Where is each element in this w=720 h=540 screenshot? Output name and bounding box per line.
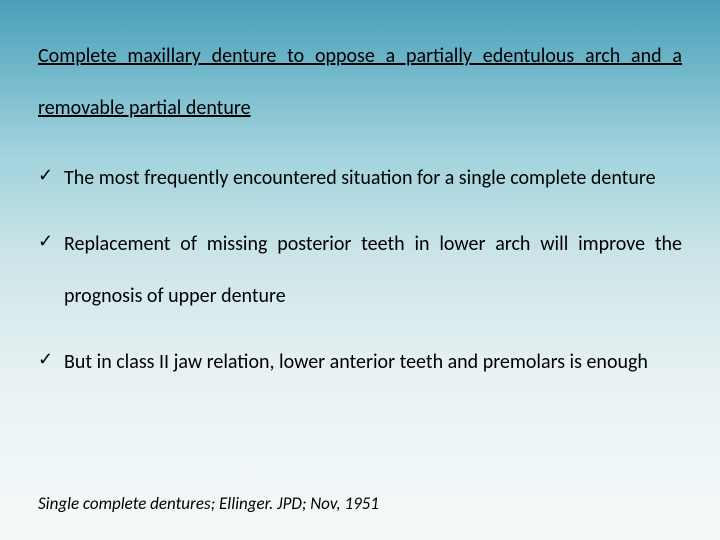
slide-title: Complete maxillary denture to oppose a p…: [38, 30, 682, 134]
citation-text: Single complete dentures; Ellinger. JPD;…: [38, 493, 379, 514]
bullet-list: The most frequently encountered situatio…: [38, 152, 682, 388]
bullet-item: The most frequently encountered situatio…: [38, 152, 682, 204]
slide-container: Complete maxillary denture to oppose a p…: [0, 0, 720, 540]
bullet-item: Replacement of missing posterior teeth i…: [38, 218, 682, 322]
bullet-item: But in class II jaw relation, lower ante…: [38, 336, 682, 388]
